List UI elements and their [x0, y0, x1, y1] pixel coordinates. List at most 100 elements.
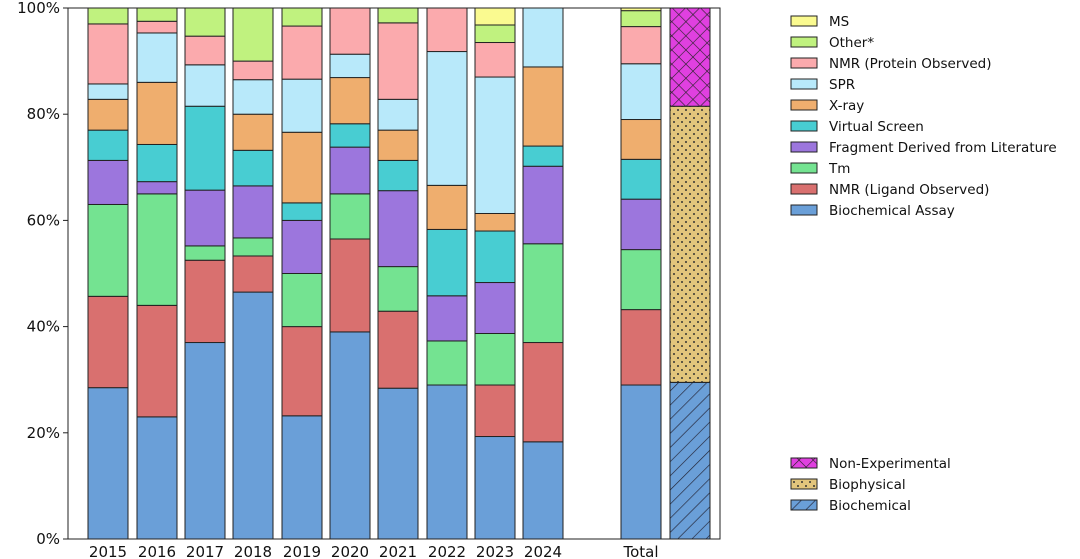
x-tick-label: Total [622, 543, 658, 559]
legend-swatch [790, 99, 818, 111]
bar-segment-2020-virtual-screen [329, 123, 371, 148]
legend-label: Fragment Derived from Literature [829, 140, 1057, 156]
bar-segment-Total-tm [620, 249, 662, 311]
legend-swatch [790, 57, 818, 69]
bar-segment-2024-x-ray [522, 66, 564, 147]
bar-segment-2023-ms [474, 7, 516, 26]
bar-segment-Total-x-ray [620, 119, 662, 160]
x-tick-label: 2024 [524, 543, 562, 559]
bar-segment-2019-other- [281, 7, 323, 27]
bar-segment-2023-biochemical-assay [474, 436, 516, 540]
bar-segment-2016-nmr-protein-observed- [136, 20, 178, 34]
bar-segment-2017-other- [184, 7, 226, 37]
legend-label: Non-Experimental [829, 456, 951, 472]
bar-segment-2018-virtual-screen [232, 149, 274, 187]
bar-segment-2023-other- [474, 24, 516, 44]
bar-segment-2015-biochemical-assay [87, 387, 129, 540]
legend-swatch [790, 36, 818, 48]
legend-label: Other* [829, 35, 874, 51]
legend-label: X-ray [829, 98, 864, 114]
bar-segment-2017-nmr-protein-observed- [184, 35, 226, 66]
bar-segment-2018-nmr-ligand-observed- [232, 255, 274, 293]
bar-segment-2015-tm [87, 203, 129, 297]
bar-segment-Total-spr [620, 63, 662, 121]
bar-segment-Total-biochemical-assay [620, 384, 662, 540]
x-tick-label: 2021 [379, 543, 417, 559]
bar-segment-2019-x-ray [281, 131, 323, 204]
legend-label: Biochemical [829, 498, 911, 514]
bar-segment-2017-tm [184, 245, 226, 261]
legend-swatch [790, 15, 818, 27]
bar-segment-Total-nmr-protein-observed- [620, 26, 662, 65]
y-tick-label: 40% [27, 318, 60, 336]
bar-segment-2021-other- [377, 7, 419, 24]
legend-swatch [790, 162, 818, 174]
summary-segment-biochemical [669, 381, 711, 540]
bar-segment-2019-nmr-ligand-observed- [281, 326, 323, 417]
bar-segment-2015-nmr-protein-observed- [87, 23, 129, 85]
bar-segment-2021-spr [377, 98, 419, 131]
bar-segment-2023-fragment-derived-from-literature [474, 282, 516, 335]
bar-segment-Total-virtual-screen [620, 158, 662, 200]
legend-swatch-pattern [790, 457, 818, 469]
bar-segment-2019-biochemical-assay [281, 415, 323, 540]
legend-label: Biochemical Assay [829, 203, 955, 219]
bar-segment-2016-tm [136, 193, 178, 306]
bar-segment-2015-spr [87, 83, 129, 100]
bar-segment-2016-virtual-screen [136, 143, 178, 183]
legend-label: NMR (Ligand Observed) [829, 182, 989, 198]
x-tick-label: 2018 [234, 543, 272, 559]
x-tick-label: 2020 [331, 543, 369, 559]
bar-segment-2019-virtual-screen [281, 202, 323, 221]
bar-segment-2021-x-ray [377, 129, 419, 161]
bar-segment-2022-x-ray [426, 184, 468, 230]
y-tick-label: 20% [27, 424, 60, 442]
bar-segment-2016-nmr-ligand-observed- [136, 304, 178, 418]
x-tick-label: 2016 [138, 543, 176, 559]
bar-segment-2018-x-ray [232, 113, 274, 151]
legend-swatch [790, 204, 818, 216]
legend-label: Tm [828, 161, 850, 177]
bar-segment-2022-tm [426, 340, 468, 386]
bar-segment-2020-spr [329, 53, 371, 79]
bar-segment-2024-fragment-derived-from-literature [522, 165, 564, 245]
bar-segment-2017-fragment-derived-from-literature [184, 189, 226, 247]
bar-segment-2021-fragment-derived-from-literature [377, 190, 419, 268]
bar-segment-Total-other- [620, 10, 662, 28]
y-tick-label: 80% [27, 105, 60, 123]
bar-segment-Total-nmr-ligand-observed- [620, 309, 662, 386]
y-tick-label: 100% [17, 0, 60, 17]
bar-segment-2023-virtual-screen [474, 230, 516, 284]
bar-segment-2018-spr [232, 79, 274, 115]
x-tick-label: 2015 [89, 543, 127, 559]
x-tick-label: 2017 [186, 543, 224, 559]
legend-swatch [790, 78, 818, 90]
x-tick-label: 2023 [476, 543, 514, 559]
legend-swatch-pattern [790, 478, 818, 490]
legend-swatch [790, 183, 818, 195]
bar-segment-2016-fragment-derived-from-literature [136, 181, 178, 195]
bar-segment-2022-fragment-derived-from-literature [426, 295, 468, 342]
bar-segment-2015-other- [87, 7, 129, 25]
bar-segment-2018-fragment-derived-from-literature [232, 185, 274, 239]
legend-label: Biophysical [829, 477, 906, 493]
bar-segment-2023-nmr-protein-observed- [474, 42, 516, 78]
bar-segment-2021-nmr-protein-observed- [377, 22, 419, 100]
bar-segment-2019-spr [281, 78, 323, 133]
bar-segment-2020-fragment-derived-from-literature [329, 146, 371, 195]
bar-segment-2019-nmr-protein-observed- [281, 25, 323, 80]
bar-segment-2015-nmr-ligand-observed- [87, 295, 129, 389]
bar-segment-2023-nmr-ligand-observed- [474, 384, 516, 438]
bar-segment-2017-spr [184, 64, 226, 107]
legend-label: NMR (Protein Observed) [829, 56, 992, 72]
bar-segment-2020-x-ray [329, 77, 371, 125]
bar-segment-2021-nmr-ligand-observed- [377, 310, 419, 389]
y-tick-label: 60% [27, 211, 60, 229]
bar-segment-2020-biochemical-assay [329, 331, 371, 540]
x-tick-label: 2022 [428, 543, 466, 559]
legend-label: Virtual Screen [829, 119, 924, 135]
bar-segment-2016-other- [136, 7, 178, 22]
bar-segment-2017-biochemical-assay [184, 342, 226, 540]
legend-label: SPR [829, 77, 855, 93]
